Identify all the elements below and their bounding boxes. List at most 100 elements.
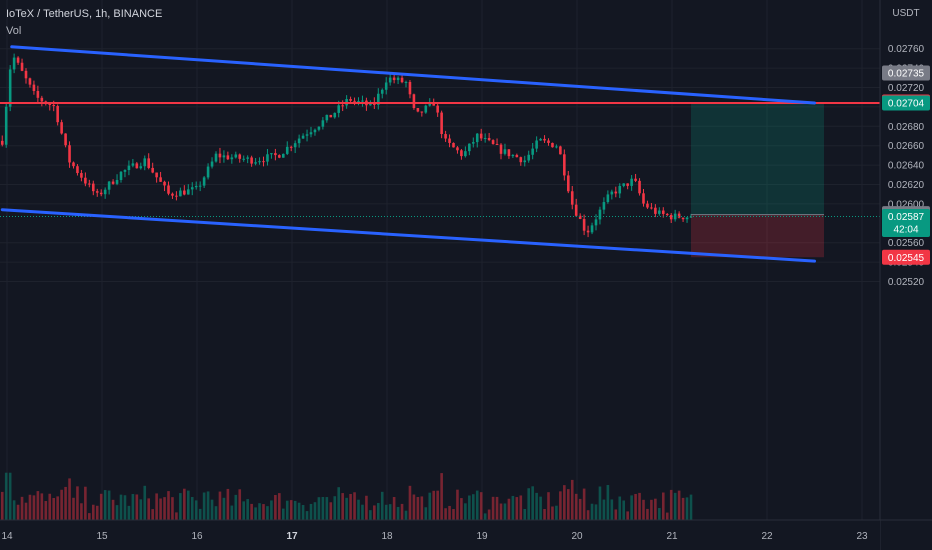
volume-bar	[582, 488, 586, 520]
time-axis-tick: 22	[761, 531, 773, 542]
volume-bar	[88, 513, 91, 520]
volume-bar	[285, 500, 289, 520]
volume-bar	[626, 511, 629, 520]
candle-body	[321, 120, 325, 127]
volume-bar	[658, 508, 661, 520]
time-axis-tick: 19	[476, 531, 488, 542]
candle-body	[95, 191, 99, 193]
volume-bar	[297, 502, 301, 520]
volume-bar	[24, 502, 28, 520]
volume-bar	[654, 498, 657, 520]
candle-body	[127, 165, 131, 171]
volume-bar	[281, 508, 285, 520]
candle-body	[36, 91, 40, 98]
volume-bar	[452, 509, 455, 520]
price-axis-tick: 0.02660	[888, 141, 925, 152]
candle-body	[171, 193, 174, 196]
candle-body	[333, 112, 337, 118]
volume-bar	[230, 505, 234, 520]
volume-bar	[618, 496, 622, 520]
volume-bar	[369, 510, 372, 520]
volume-bar	[622, 500, 626, 520]
volume-bar	[594, 504, 598, 520]
volume-bar	[175, 512, 178, 520]
volume-bar	[202, 492, 206, 520]
candle-body	[523, 160, 527, 163]
volume-bar	[103, 490, 107, 520]
candle-body	[515, 154, 519, 158]
volume-bar	[16, 504, 20, 520]
volume-bar	[665, 512, 669, 520]
candle-body	[380, 89, 384, 94]
candle-body	[646, 203, 649, 208]
candle-body	[563, 154, 566, 176]
candle-body	[91, 183, 95, 192]
long-position-stop-zone	[691, 214, 824, 258]
volume-bar	[214, 506, 218, 520]
candle-body	[24, 70, 28, 79]
volume-bar	[115, 505, 119, 520]
volume-bar	[388, 504, 392, 520]
candle-body	[650, 207, 653, 209]
candle-body	[574, 204, 578, 216]
volume-bar	[183, 488, 186, 520]
candle-body	[147, 158, 151, 168]
volume-bar	[206, 491, 210, 520]
candle-body	[357, 100, 360, 102]
volume-bar	[234, 494, 238, 520]
volume-bar	[669, 489, 673, 520]
price-badge-label: 0.02545	[888, 253, 925, 264]
candle-body	[392, 77, 396, 81]
symbol-title[interactable]: IoTeX / TetherUS, 1h, BINANCE	[6, 8, 163, 20]
time-axis-tick: 17	[286, 531, 298, 542]
candle-body	[115, 180, 119, 184]
candle-body	[20, 62, 24, 71]
volume-bar	[147, 498, 151, 520]
volume-bar	[432, 490, 436, 520]
volume-bar	[210, 499, 214, 520]
candle-body	[539, 138, 542, 141]
volume-bar	[578, 498, 582, 520]
volume-bar	[317, 497, 321, 520]
candle-body	[570, 191, 574, 205]
candle-body	[119, 171, 123, 181]
volume-bar	[543, 508, 546, 520]
volume-bar	[574, 493, 578, 520]
candle-body	[52, 105, 56, 107]
volume-bar	[341, 493, 344, 520]
time-axis-tick: 23	[856, 531, 868, 542]
candle-body	[131, 163, 135, 166]
volume-bar	[503, 503, 507, 520]
volume-bar	[179, 493, 182, 520]
volume-bar	[226, 488, 230, 520]
volume-bar	[689, 494, 693, 520]
volume-bar	[499, 503, 503, 520]
candle-body	[103, 189, 107, 195]
volume-bar	[198, 508, 202, 520]
candle-body	[250, 157, 253, 164]
volume-bar	[91, 504, 95, 520]
candle-body	[551, 142, 554, 148]
volume-bar	[614, 509, 618, 520]
volume-bar	[606, 485, 610, 520]
candle-body	[642, 193, 645, 204]
volume-bar	[475, 490, 479, 520]
volume-bar	[396, 506, 400, 520]
price-axis-tick: 0.02600	[888, 199, 925, 210]
candle-body	[483, 138, 487, 140]
candle-body	[32, 84, 36, 92]
candle-body	[262, 161, 265, 163]
volume-bar	[436, 490, 439, 520]
candle-body	[559, 146, 562, 155]
candle-body	[353, 100, 356, 102]
volume-bar	[48, 493, 52, 520]
volume-bar	[373, 505, 376, 520]
volume-bar	[563, 485, 566, 520]
volume-bar	[345, 497, 348, 520]
candle-body	[12, 57, 16, 70]
candle-body	[293, 143, 297, 148]
candle-body	[72, 162, 75, 167]
volume-bar	[254, 507, 257, 520]
